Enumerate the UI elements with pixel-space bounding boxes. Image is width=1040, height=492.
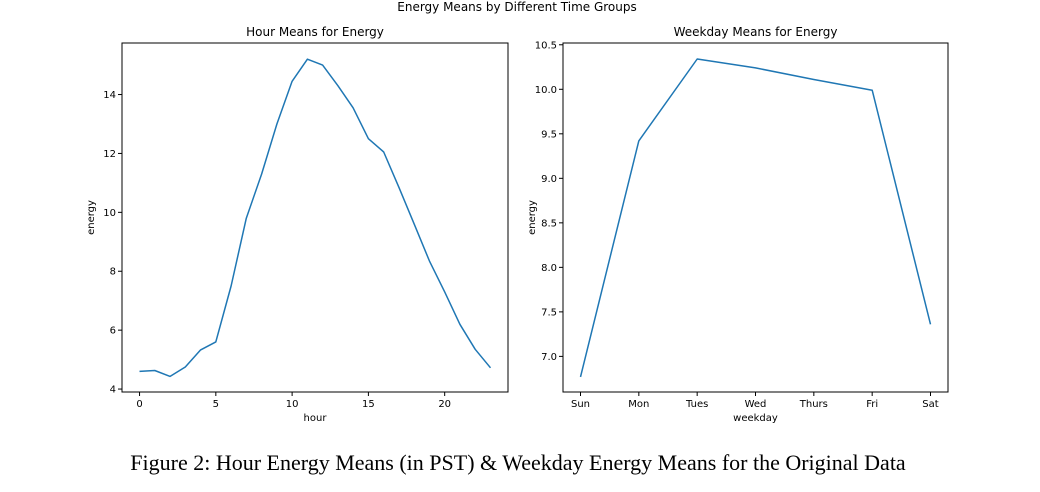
y-tick-label: 8.5	[541, 218, 557, 229]
hour-chart-xlabel: hour	[304, 413, 328, 424]
weekday-chart-axes-frame	[562, 42, 949, 393]
hour-chart-ylabel: energy	[86, 200, 97, 235]
y-tick-label: 9.5	[541, 129, 557, 140]
x-tick-label: Sat	[922, 399, 938, 410]
y-tick-label: 7.5	[541, 307, 557, 318]
x-tick-label: Fri	[866, 399, 878, 410]
weekday-chart-title: Weekday Means for Energy	[674, 25, 838, 39]
x-tick-label: 5	[213, 399, 219, 410]
weekday-means-chart: Weekday Means for Energy 7.0 7.5 8.0 8.5 9.0…	[527, 25, 949, 424]
x-tick-label: Sun	[571, 399, 590, 410]
y-tick-label: 14	[103, 90, 116, 101]
x-tick-label: Tues	[685, 399, 708, 410]
y-tick-label: 9.0	[541, 174, 557, 185]
x-tick-label: Mon	[628, 399, 649, 410]
x-tick-label: 10	[286, 399, 299, 410]
y-tick-label: 8.0	[541, 263, 557, 274]
x-tick-label: Wed	[745, 399, 767, 410]
figure-caption: Figure 2: Hour Energy Means (in PST) & W…	[130, 450, 906, 475]
hour-chart-ticks: 4 6 8 10 12 14 0 5 10 15 20	[103, 90, 451, 410]
y-tick-label: 10.0	[535, 85, 557, 96]
y-tick-label: 4	[110, 385, 116, 396]
y-tick-label: 7.0	[541, 352, 557, 363]
x-tick-label: 0	[136, 399, 142, 410]
y-tick-label: 10.5	[535, 40, 557, 51]
x-tick-label: 20	[438, 399, 451, 410]
weekday-energy-line	[579, 58, 932, 378]
figure-suptitle: Energy Means by Different Time Groups	[397, 0, 637, 14]
weekday-chart-xlabel: weekday	[733, 413, 778, 424]
y-tick-label: 10	[103, 208, 116, 219]
hour-chart-axes-frame	[121, 42, 509, 393]
x-tick-label: Thurs	[799, 399, 828, 410]
hour-chart-title: Hour Means for Energy	[246, 25, 384, 39]
weekday-chart-ticks: 7.0 7.5 8.0 8.5 9.0 9.5 10.0 10.5 Sun Mon Tues Wed T…	[535, 40, 939, 410]
x-tick-label: 15	[362, 399, 375, 410]
hour-energy-line	[139, 58, 492, 378]
y-tick-label: 6	[110, 326, 116, 337]
y-tick-label: 8	[110, 267, 116, 278]
y-tick-label: 12	[103, 149, 116, 160]
weekday-chart-ylabel: energy	[527, 200, 538, 235]
